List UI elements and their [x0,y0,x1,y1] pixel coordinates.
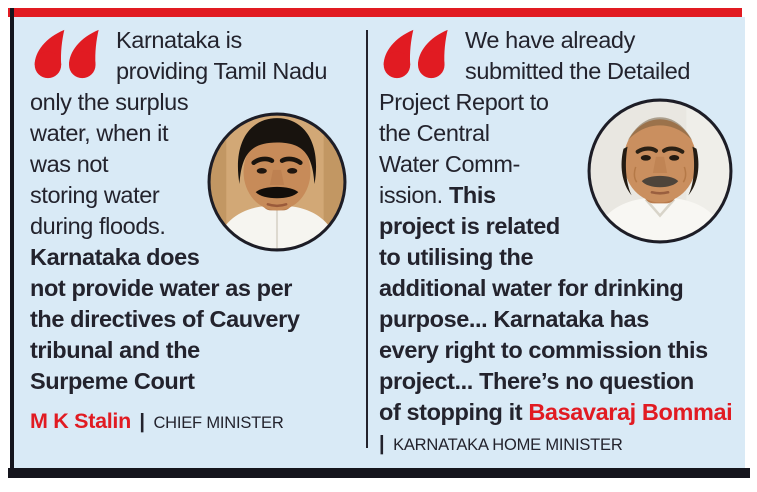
quote-line: We have already [465,27,635,53]
left-frame-rule [10,8,14,478]
quote-line: submitted the Detailed [465,58,691,84]
quote-line-bold: Surpeme Court [30,368,195,394]
speaker-name: Basavaraj Bommai [528,399,733,425]
quote-line-final: of stopping it Basavaraj Bommai [379,397,745,428]
opening-quote-icon [34,29,99,79]
quote-segment-bold: of stopping it [379,399,523,425]
quote-line: only the surplus [30,89,189,115]
opening-quote-icon [383,29,448,79]
quote-line: the Central [379,120,490,146]
quote-line: during floods. [30,213,166,239]
quote-line: providing Tamil Nadu [116,58,328,84]
quote-line: Water Comm- [379,151,520,177]
speaker-name: M K Stalin [30,409,131,433]
separator: | [139,411,145,433]
quote-line-bold: to utilising the [379,244,534,270]
stalin-portrait [206,111,348,253]
attribution: | KARNATAKA HOME MINISTER [379,431,745,459]
quote-line-bold: Karnataka does [30,244,200,270]
quote-line: was not [30,151,109,177]
bottom-frame-rule [8,468,750,478]
quote-segment: ission. [379,182,443,208]
quote-line-bold: every right to commission this [379,337,708,363]
separator: | [379,433,385,455]
quote-line-bold: not provide water as per [30,275,293,301]
quotes-panel [11,17,745,468]
quote-line: Karnataka is [116,27,242,53]
quote-line-bold: tribunal and the [30,337,200,363]
quote-line-bold: project is related [379,213,560,239]
speaker-title: CHIEF MINISTER [153,414,284,432]
quote-line-bold: purpose... Karnataka has [379,306,649,332]
quote-line: water, when it [30,120,169,146]
column-divider [366,30,368,448]
bommai-portrait [585,96,735,246]
quote-line: Project Report to [379,89,549,115]
quote-segment-bold: This [448,182,496,208]
quote-line-bold: project... There’s no question [379,368,694,394]
bommai-quote-block: We have already submitted the Detailed P… [379,25,745,459]
quote-line: storing water [30,182,160,208]
quote-line-mixed: ission. This [379,180,745,211]
speaker-title: KARNATAKA HOME MINISTER [393,436,623,454]
attribution: M K Stalin | CHIEF MINISTER [30,408,364,437]
top-accent-bar [8,8,742,17]
quote-line-bold: additional water for drinking [379,275,684,301]
quote-line-bold: the directives of Cauvery [30,306,300,332]
stalin-quote-block: Karnataka is providing Tamil Nadu only t… [30,25,364,437]
